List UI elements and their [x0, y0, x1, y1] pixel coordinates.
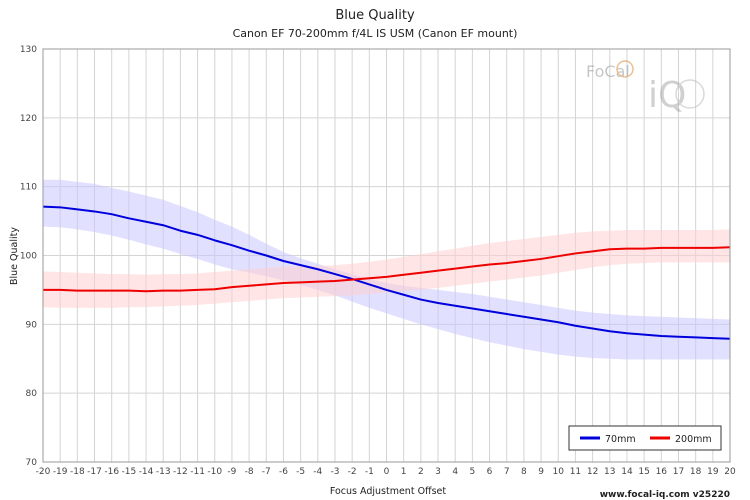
x-tick-label: -12: [173, 467, 188, 477]
logo-bottom-text: iQ: [648, 75, 686, 116]
x-tick-label: -7: [262, 467, 271, 477]
x-tick-label: 11: [570, 467, 581, 477]
x-tick-label: -3: [330, 467, 339, 477]
x-tick-label: -2: [348, 467, 357, 477]
y-tick-label: 110: [20, 183, 37, 193]
x-tick-label: 6: [487, 467, 493, 477]
x-tick-label: 20: [724, 467, 736, 477]
x-tick-label: -10: [207, 467, 222, 477]
x-tick-label: 15: [638, 467, 649, 477]
x-tick-label: 8: [521, 467, 527, 477]
x-tick-label: 13: [604, 467, 615, 477]
y-axis-label: Blue Quality: [9, 227, 20, 285]
x-tick-label: 4: [452, 467, 458, 477]
legend-label-200mm: 200mm: [675, 434, 712, 445]
y-tick-label: 120: [20, 114, 37, 124]
x-tick-label: 17: [673, 467, 684, 477]
x-tick-label: -18: [70, 467, 85, 477]
legend-label-70mm: 70mm: [605, 434, 636, 445]
chart-title: Blue Quality: [335, 8, 415, 23]
x-tick-label: -11: [190, 467, 205, 477]
x-tick-label: -8: [245, 467, 254, 477]
x-tick-label: -17: [87, 467, 102, 477]
y-tick-label: 70: [26, 458, 38, 468]
x-axis-label: Focus Adjustment Offset: [330, 486, 447, 497]
x-tick-label: 14: [621, 467, 633, 477]
y-tick-label: 130: [20, 45, 37, 55]
series-line-200mm: [43, 246, 731, 293]
x-tick-label: -6: [279, 467, 288, 477]
x-tick-label: -5: [296, 467, 305, 477]
y-tick-label: 90: [26, 320, 38, 330]
x-tick-label: 1: [401, 467, 407, 477]
x-tick-label: 0: [384, 467, 390, 477]
x-tick-label: 2: [418, 467, 424, 477]
x-tick-label: 19: [707, 467, 719, 477]
logo-ring-icon: [616, 60, 634, 78]
y-tick-labels: 70 80 90 100 110 120 130: [20, 45, 37, 468]
x-tick-label: -14: [139, 467, 154, 477]
magnifier-icon: [675, 79, 705, 109]
confidence-bands: [43, 179, 730, 360]
series-line-70mm: [42, 205, 731, 340]
x-tick-label: 10: [553, 467, 565, 477]
x-tick-label: 18: [690, 467, 702, 477]
x-tick-label: 3: [435, 467, 441, 477]
x-tick-label: 5: [470, 467, 476, 477]
y-tick-label: 80: [26, 389, 38, 399]
x-tick-label: -20: [36, 467, 51, 477]
x-tick-label: -13: [156, 467, 171, 477]
focal-iq-logo: FoCal iQ: [586, 60, 705, 116]
series-lines: [42, 205, 731, 340]
x-tick-label: -16: [104, 467, 119, 477]
credit-text: www.focal-iq.com v25220: [600, 490, 730, 500]
x-tick-label: -15: [122, 467, 137, 477]
x-tick-label: 7: [504, 467, 510, 477]
chart-subtitle: Canon EF 70-200mm f/4L IS USM (Canon EF …: [233, 27, 518, 40]
y-tick-label: 100: [20, 252, 37, 262]
plot-frame: [42, 48, 731, 463]
band-70mm: [43, 179, 730, 360]
x-tick-label: -19: [53, 467, 68, 477]
x-tick-label: -4: [313, 467, 322, 477]
legend: 70mm 200mm: [568, 425, 722, 451]
x-tick-label: 9: [538, 467, 544, 477]
x-tick-label: -9: [227, 467, 236, 477]
x-tick-label: 12: [587, 467, 598, 477]
x-tick-label: 16: [656, 467, 668, 477]
band-200mm: [43, 229, 730, 308]
x-tick-labels: -20 -19 -18 -17 -16 -15 -14 -13 -12 -11 -10 -9 -8 -7-…: [36, 467, 736, 477]
x-tick-label: -1: [365, 467, 374, 477]
logo-top-text: FoCal: [586, 62, 630, 81]
